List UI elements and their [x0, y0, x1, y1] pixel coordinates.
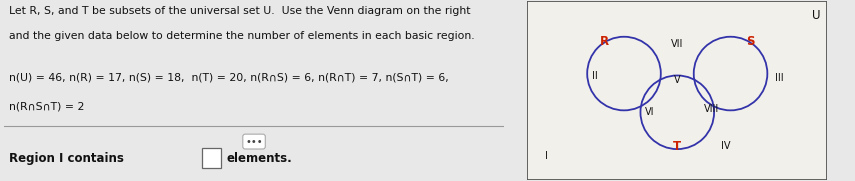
- Text: IV: IV: [721, 141, 730, 151]
- Text: and the given data below to determine the number of elements in each basic regio: and the given data below to determine th…: [9, 31, 475, 41]
- Text: Let R, S, and T be subsets of the universal set U.  Use the Venn diagram on the : Let R, S, and T be subsets of the univer…: [9, 6, 471, 16]
- Text: elements.: elements.: [227, 152, 292, 165]
- Text: III: III: [775, 73, 783, 83]
- Text: VI: VI: [646, 107, 655, 117]
- Text: V: V: [674, 75, 681, 85]
- Text: VII: VII: [671, 39, 683, 49]
- Text: •••: •••: [245, 137, 262, 147]
- Text: Region I contains: Region I contains: [9, 152, 124, 165]
- Text: I: I: [545, 151, 548, 161]
- Text: n(U) = 46, n(R) = 17, n(S) = 18,  n(T) = 20, n(R∩S) = 6, n(R∩T) = 7, n(S∩T) = 6,: n(U) = 46, n(R) = 17, n(S) = 18, n(T) = …: [9, 73, 449, 83]
- Text: II: II: [592, 71, 598, 81]
- FancyBboxPatch shape: [202, 148, 221, 169]
- Text: T: T: [673, 140, 681, 153]
- Text: n(R∩S∩T) = 2: n(R∩S∩T) = 2: [9, 101, 85, 111]
- Text: S: S: [746, 35, 754, 48]
- Text: VIII: VIII: [704, 104, 719, 114]
- FancyBboxPatch shape: [528, 1, 828, 180]
- Text: U: U: [812, 9, 821, 22]
- Text: R: R: [600, 35, 610, 48]
